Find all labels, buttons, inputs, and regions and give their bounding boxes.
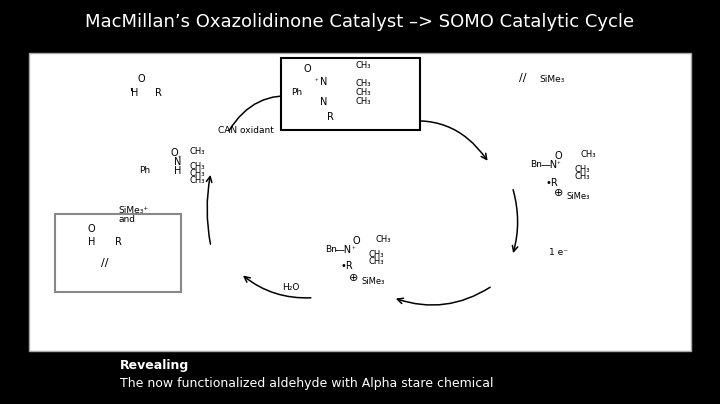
Text: CH₃: CH₃ [190,176,205,185]
Text: The now functionalized aldehyde with Alpha stare chemical: The now functionalized aldehyde with Alp… [120,377,493,391]
Text: Bn: Bn [531,160,542,169]
Text: CH₃: CH₃ [574,172,590,181]
Text: O: O [555,151,562,161]
Text: ⁺: ⁺ [315,80,319,85]
Text: R: R [327,112,333,122]
Text: O: O [303,64,311,74]
Text: H: H [89,238,96,247]
Text: Ph: Ph [139,166,150,175]
Text: CH₃: CH₃ [574,164,590,174]
Text: ⊕: ⊕ [554,188,564,198]
Text: O: O [138,74,145,84]
Text: H: H [174,166,181,176]
Text: and: and [118,215,135,225]
Text: ⁺: ⁺ [557,162,561,168]
Text: SiMe₃: SiMe₃ [567,191,590,200]
Bar [55,214,181,292]
Text: H: H [132,88,139,98]
Text: O: O [88,224,96,234]
Text: CH₃: CH₃ [356,88,371,97]
Text: CH₃: CH₃ [190,147,205,156]
Text: •R: •R [546,178,559,187]
Text: //: // [102,258,109,268]
Bar [281,59,420,130]
Text: Bn: Bn [325,245,337,255]
Text: CH₃: CH₃ [581,149,596,159]
Text: SiMe₃: SiMe₃ [539,75,564,84]
Text: //: // [518,73,526,83]
Text: CAN oxidant: CAN oxidant [217,126,274,135]
Text: CH₃: CH₃ [356,80,371,88]
Text: SiMe₃⁺: SiMe₃⁺ [118,206,148,215]
Text: R: R [155,88,161,98]
Text: MacMillan’s Oxazolidinone Catalyst –> SOMO Catalytic Cycle: MacMillan’s Oxazolidinone Catalyst –> SO… [86,13,634,31]
Text: Revealing: Revealing [120,360,189,372]
Text: CH₃: CH₃ [356,97,371,106]
Text: CH₃: CH₃ [190,162,205,170]
Text: R: R [115,238,122,247]
Text: ⊕: ⊕ [348,273,358,283]
Text: N: N [174,157,181,166]
Text: N: N [320,97,328,107]
Text: •R: •R [341,261,353,271]
Text: O: O [353,236,361,246]
Text: H₂O: H₂O [282,283,299,292]
Text: —N: —N [335,245,352,255]
Text: N: N [320,78,328,87]
Text: O: O [171,148,179,158]
Text: 1 e⁻: 1 e⁻ [549,248,568,257]
Text: CH₃: CH₃ [369,250,384,259]
Text: CH₃: CH₃ [190,169,205,178]
Bar [29,53,691,351]
Text: —N: —N [540,160,557,170]
Text: ⁺: ⁺ [351,247,355,253]
Text: CH₃: CH₃ [375,235,391,244]
Text: ⁺: ⁺ [178,156,181,162]
Text: Ph: Ph [292,88,302,97]
Text: CH₃: CH₃ [356,61,371,70]
Text: SiMe₃: SiMe₃ [361,277,385,286]
Text: CH₃: CH₃ [369,257,384,266]
